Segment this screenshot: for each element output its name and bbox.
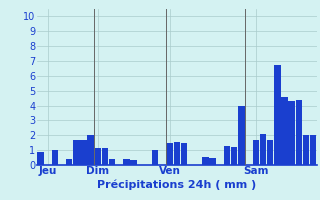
Bar	[66, 159, 72, 165]
Bar	[95, 148, 101, 165]
Bar	[231, 147, 237, 165]
Bar	[181, 143, 187, 165]
Bar	[210, 158, 216, 165]
Bar	[267, 140, 273, 165]
Bar	[131, 160, 137, 165]
Bar	[252, 140, 259, 165]
Bar	[288, 101, 295, 165]
Bar	[310, 135, 316, 165]
Bar	[87, 135, 94, 165]
Bar	[166, 143, 173, 165]
Bar	[109, 159, 116, 165]
Bar	[73, 140, 79, 165]
Bar	[296, 100, 302, 165]
Bar	[238, 106, 245, 165]
Bar	[303, 135, 309, 165]
Bar	[202, 157, 209, 165]
Bar	[281, 97, 288, 165]
Bar	[123, 159, 130, 165]
Bar	[80, 140, 87, 165]
Bar	[173, 142, 180, 165]
Bar	[37, 152, 44, 165]
Bar	[102, 148, 108, 165]
Bar	[224, 146, 230, 165]
Bar	[152, 150, 158, 165]
Bar	[274, 65, 281, 165]
Bar	[260, 134, 266, 165]
Bar	[52, 150, 58, 165]
X-axis label: Précipitations 24h ( mm ): Précipitations 24h ( mm )	[97, 179, 256, 190]
